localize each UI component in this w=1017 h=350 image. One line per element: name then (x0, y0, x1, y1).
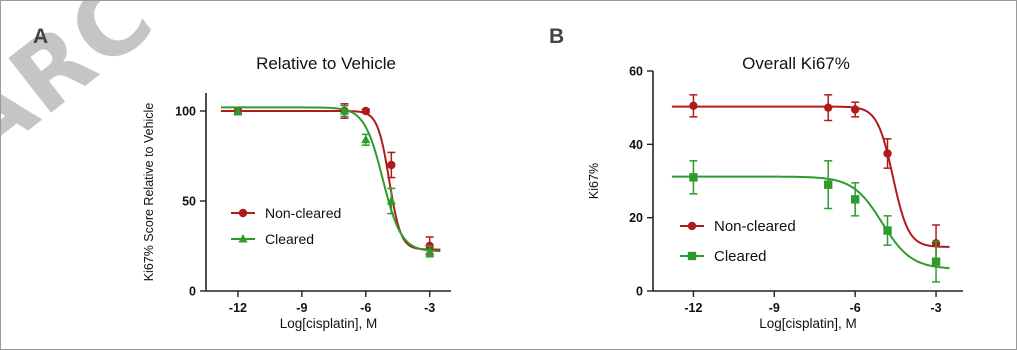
y-tick-label: 100 (175, 105, 196, 119)
chart-title: Relative to Vehicle (256, 54, 396, 73)
legend-marker (238, 208, 248, 218)
legend-label: Non-cleared (714, 218, 796, 235)
legend-label: Cleared (714, 248, 767, 265)
data-point (689, 173, 698, 182)
data-point (361, 106, 370, 116)
data-point (386, 196, 396, 205)
x-axis-label: Log[cisplatin], M (759, 316, 857, 331)
x-tick-label: -9 (769, 301, 780, 315)
fit-curve-cleared (220, 106, 441, 253)
chart-panel-a: A Relative to Vehicle 0 50 100 -12 -9 -6 -3 Log[c… (33, 25, 451, 331)
x-tick-label: -12 (684, 301, 702, 315)
legend-marker (687, 251, 697, 261)
x-tick-label: -3 (424, 301, 435, 315)
panel-label: B (549, 25, 564, 48)
data-point (931, 257, 941, 266)
y-axis-label: Ki67% Score Relative to Vehicle (142, 103, 156, 282)
legend-marker (687, 221, 697, 231)
chart-panel-b: B Overall Ki67% 0 20 40 60 -12 -9 -6 -3 Log[cispla… (549, 25, 963, 331)
data-point (339, 106, 350, 115)
panel-label: A (33, 25, 48, 48)
legend-label: Non-cleared (265, 205, 341, 221)
y-tick-label: 0 (636, 285, 643, 299)
x-tick-label: -6 (360, 301, 371, 315)
y-tick-label: 20 (629, 211, 643, 225)
data-point (387, 160, 396, 170)
fit-curve-non-cleared (220, 110, 441, 251)
data-point (850, 195, 860, 204)
data-point (425, 246, 435, 255)
y-axis-label: Ki67% (587, 163, 601, 199)
x-tick-label: -3 (930, 301, 941, 315)
x-tick-label: -6 (850, 301, 861, 315)
data-point (883, 226, 892, 235)
y-tick-label: 40 (629, 138, 643, 152)
y-tick-label: 60 (629, 65, 643, 79)
data-point (883, 149, 892, 158)
fit-curve-cleared (671, 175, 950, 270)
data-point (233, 106, 243, 115)
x-tick-label: -12 (229, 301, 247, 315)
chart-title: Overall Ki67% (742, 54, 850, 73)
legend-marker (238, 234, 248, 243)
fit-curve-non-cleared (671, 105, 950, 248)
data-point (824, 103, 833, 112)
data-point (361, 134, 371, 144)
data-point (850, 105, 860, 114)
x-axis-label: Log[cisplatin], M (280, 316, 378, 331)
y-tick-label: 50 (182, 195, 196, 209)
x-tick-label: -9 (296, 301, 307, 315)
data-point (689, 101, 698, 111)
data-point (824, 180, 833, 189)
legend-label: Cleared (265, 231, 314, 247)
y-tick-label: 0 (189, 285, 196, 299)
